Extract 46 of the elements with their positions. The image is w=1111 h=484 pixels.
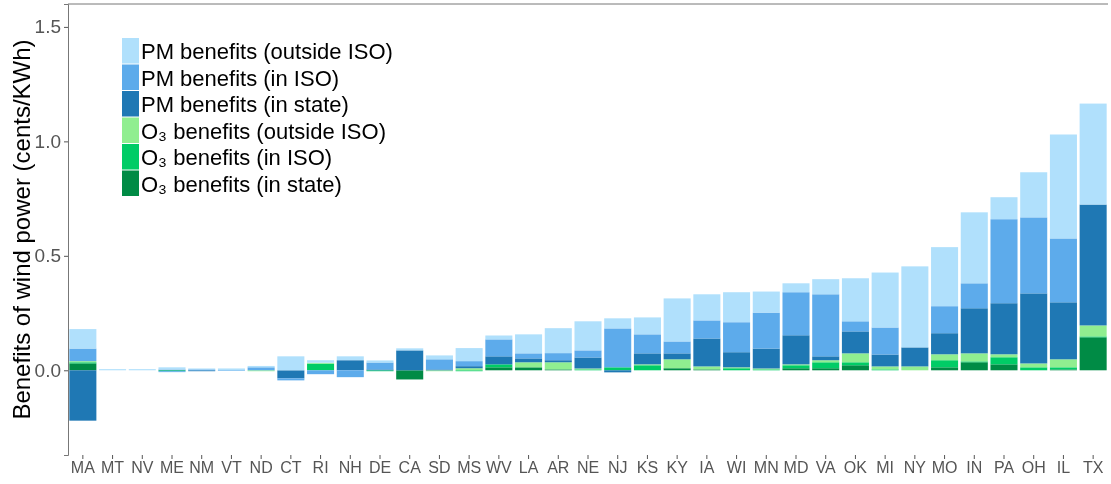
x-tick-label: VT <box>221 459 242 477</box>
x-tick-label: RI <box>312 459 329 477</box>
x-tick-label: IN <box>966 459 983 477</box>
x-tick-label: NE <box>576 459 600 477</box>
x-tick-label: VA <box>815 459 837 477</box>
y-tick-label: 0.5 <box>34 245 61 267</box>
x-tick-label: ND <box>249 459 273 477</box>
x-tick-label: MT <box>101 459 125 477</box>
x-tick-label: WI <box>726 459 747 477</box>
x-tick-label: AR <box>547 459 570 477</box>
legend-label: O₃ benefits (in ISO) <box>141 145 333 171</box>
x-tick-label: WV <box>485 459 513 477</box>
x-tick-label: CA <box>398 459 422 477</box>
x-tick-label: CT <box>280 459 302 477</box>
x-tick-label: NH <box>338 459 362 477</box>
x-tick-label: MD <box>783 459 809 477</box>
x-tick-label: DE <box>368 459 392 477</box>
x-tick-label: MN <box>753 459 779 477</box>
legend-label: PM benefits (in state) <box>141 92 349 118</box>
x-tick-label: NJ <box>607 459 628 477</box>
x-tick-label: SD <box>428 459 451 477</box>
x-tick-label: LA <box>518 459 539 477</box>
y-axis-title: Benefits of wind power (cents/KWh) <box>8 39 35 420</box>
x-tick-label: NV <box>131 459 154 477</box>
x-tick-label: KY <box>666 459 689 477</box>
x-tick-label: IA <box>699 459 715 477</box>
legend-label: O₃ benefits (outside ISO) <box>141 118 386 144</box>
x-tick-label: MO <box>931 459 958 477</box>
x-tick-label: NY <box>903 459 927 477</box>
y-tick-label: 1.5 <box>34 16 61 38</box>
y-tick-label: 1.0 <box>34 130 61 152</box>
x-tick-label: TX <box>1082 459 1104 477</box>
x-tick-label: MS <box>457 459 482 477</box>
x-tick-label: ME <box>160 459 184 477</box>
legend-label: O₃ benefits (in state) <box>141 171 342 197</box>
x-tick-label: PA <box>993 459 1015 477</box>
x-tick-label: KS <box>636 459 659 477</box>
x-tick-label: OH <box>1021 459 1046 477</box>
legend-label: PM benefits (in ISO) <box>141 65 340 91</box>
legend-label: PM benefits (outside ISO) <box>141 39 393 65</box>
x-tick-label: IL <box>1056 459 1071 477</box>
x-tick-label: OK <box>843 459 868 477</box>
x-tick-label: NM <box>189 459 215 477</box>
x-tick-label: MI <box>876 459 895 477</box>
y-tick-label: 0.0 <box>34 359 61 381</box>
x-tick-label: MA <box>70 459 96 477</box>
